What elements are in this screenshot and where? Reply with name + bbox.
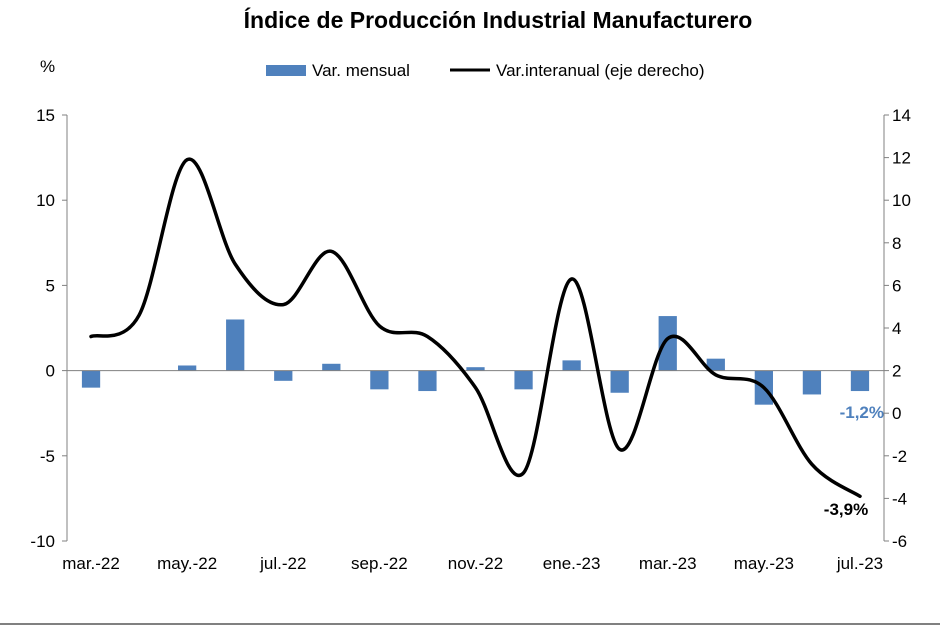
bar-ene.-23 [562, 360, 581, 371]
left-tick-label: -10 [30, 532, 55, 551]
bar-mar.-23 [658, 316, 677, 371]
bar-sep.-22 [370, 370, 389, 390]
right-tick-label: 14 [892, 106, 911, 125]
bar-ago.-22 [322, 363, 341, 371]
x-tick-label: mar.-22 [62, 554, 120, 573]
right-tick-label: -2 [892, 447, 907, 466]
chart-title: Índice de Producción Industrial Manufact… [244, 6, 753, 33]
right-tick-label: 6 [892, 276, 901, 295]
bar-abr.-23 [706, 358, 725, 371]
left-tick-label: 15 [36, 106, 55, 125]
left-tick-label: -5 [40, 447, 55, 466]
right-tick-label: 0 [892, 404, 901, 423]
x-tick-label: jul.-23 [836, 554, 883, 573]
right-tick-label: 12 [892, 149, 911, 168]
left-axis-unit: % [40, 57, 55, 76]
bar-jul.-23 [850, 370, 870, 392]
x-axis-ticks: mar.-22 may.-22 jul.-22 sep.-22 nov.-22 ene.-… [62, 554, 883, 573]
legend: Var. mensual Var.interanual (eje derecho… [266, 61, 705, 80]
bar-jun.-23 [802, 370, 822, 395]
right-axis-ticks: 14 12 10 8 6 4 2 0 -2 -4 -6 [884, 106, 911, 551]
legend-line-label: Var.interanual (eje derecho) [496, 61, 705, 80]
legend-bar-label: Var. mensual [312, 61, 410, 80]
left-tick-label: 0 [46, 362, 55, 381]
annotation-monthly: -1,2% [840, 403, 884, 422]
x-tick-label: ene.-23 [543, 554, 601, 573]
x-tick-label: nov.-22 [448, 554, 503, 573]
left-axis-ticks: 15 10 5 0 -5 -10 [30, 106, 67, 551]
bar-jun.-22 [226, 319, 245, 371]
right-tick-label: 4 [892, 319, 901, 338]
bar-jul.-22 [274, 370, 293, 381]
x-tick-label: sep.-22 [351, 554, 408, 573]
right-tick-label: -4 [892, 489, 907, 508]
bar-mar.-22 [81, 370, 101, 388]
right-tick-label: -6 [892, 532, 907, 551]
bar-feb.-23 [610, 370, 629, 393]
right-tick-label: 2 [892, 362, 901, 381]
left-tick-label: 5 [46, 276, 55, 295]
x-tick-label: mar.-23 [639, 554, 697, 573]
x-tick-label: may.-23 [734, 554, 794, 573]
annotation-yearly: -3,9% [824, 500, 868, 519]
x-tick-label: may.-22 [157, 554, 217, 573]
bar-nov.-22 [466, 367, 485, 371]
bar-oct.-22 [418, 370, 437, 392]
bar-may.-22 [178, 365, 197, 371]
bar-series [81, 316, 870, 405]
line-series [89, 157, 862, 499]
bar-dic.-22 [514, 370, 533, 390]
right-tick-label: 8 [892, 234, 901, 253]
x-tick-label: jul.-22 [259, 554, 306, 573]
left-tick-label: 10 [36, 191, 55, 210]
legend-bar-swatch [266, 65, 306, 76]
right-tick-label: 10 [892, 191, 911, 210]
